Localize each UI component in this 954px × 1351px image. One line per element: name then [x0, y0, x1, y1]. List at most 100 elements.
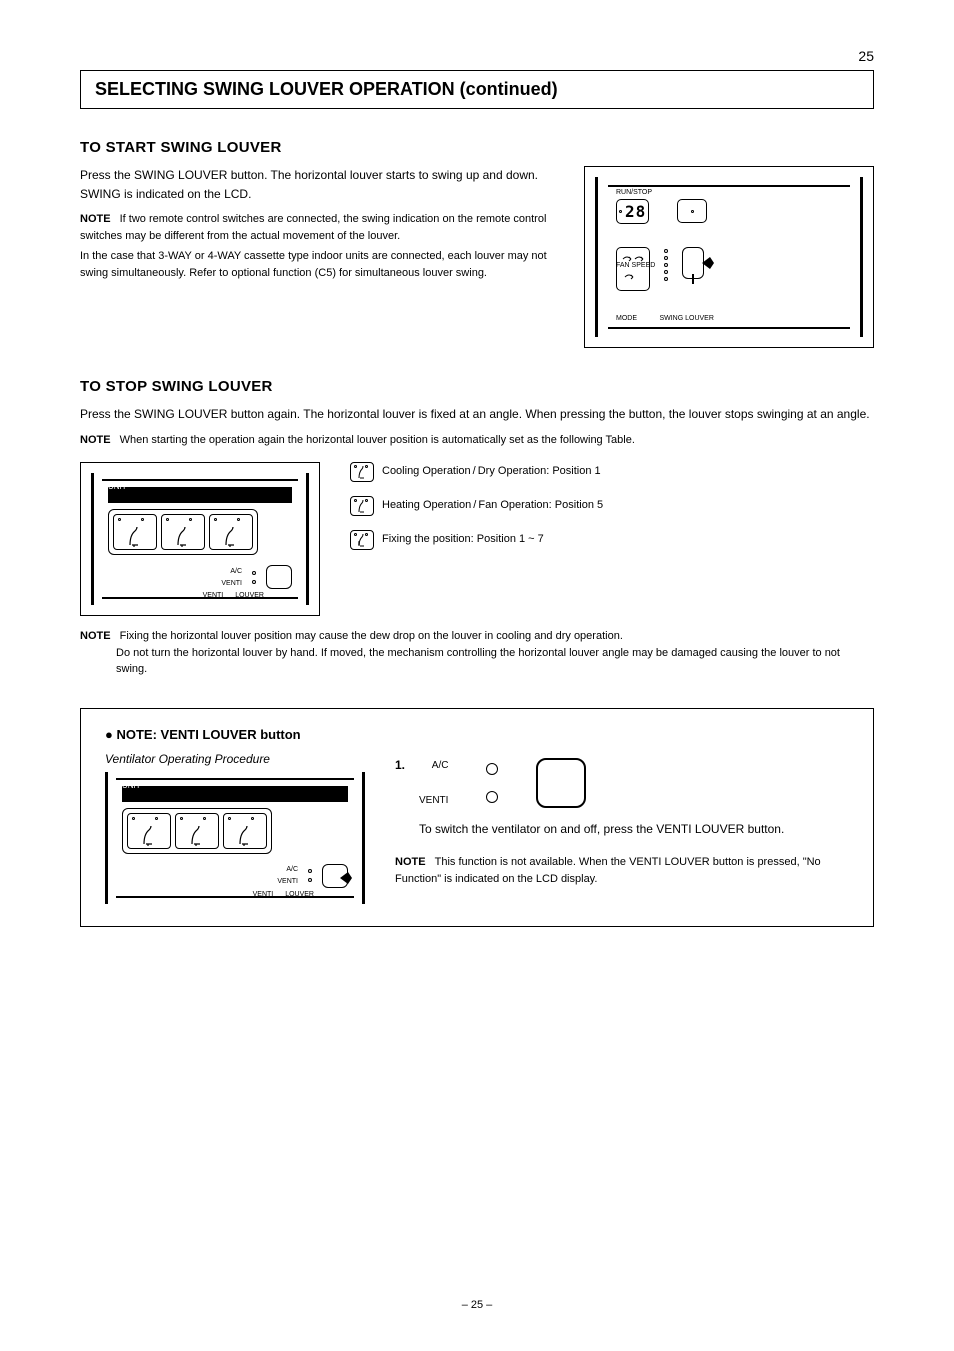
venti-note1-text: This function is not available. When the…: [395, 856, 821, 885]
stop-swing-note-1: When starting the operation again the ho…: [120, 434, 635, 446]
start-swing-note: NOTE If two remote control switches are …: [80, 211, 560, 244]
louver-body-icon: [186, 824, 208, 846]
led-ring-icon: [486, 763, 498, 775]
legend-label: Dry Operation: [478, 465, 546, 477]
led-label-venti: VENTI: [419, 795, 448, 806]
stop-swing-note2: NOTE Fixing the horizontal louver positi…: [80, 628, 874, 645]
start-swing-note-2: In the case that 3-WAY or 4-WAY cassette…: [80, 248, 560, 281]
fig-c-venti-label: VENTI: [253, 891, 274, 898]
louver-pos-button[interactable]: [223, 813, 267, 849]
section-start-swing: TO START SWING LOUVER Press the SWING LO…: [80, 139, 874, 348]
legend-row: Heating Operation/Fan Operation: Positio…: [350, 496, 874, 516]
unit-bar: UNIT: [108, 487, 292, 503]
legend-row: Fixing the position: Position 1 ~ 7: [350, 530, 874, 550]
venti-louver-button[interactable]: [266, 565, 292, 589]
note-label: NOTE: [395, 856, 426, 868]
note-label: NOTE: [80, 213, 111, 225]
led-label-venti: VENTI: [277, 878, 298, 885]
louver-pos-button[interactable]: [209, 514, 253, 550]
figure-start-swing: RUN/STOP 28: [584, 166, 874, 348]
louver-body-icon: [234, 824, 256, 846]
led-icon: [664, 263, 668, 267]
legend-range: Position 1 ~ 7: [477, 533, 544, 545]
louver-pos-button[interactable]: [175, 813, 219, 849]
stop-swing-note: NOTE When starting the operation again t…: [80, 432, 874, 449]
start-swing-note-1: If two remote control switches are conne…: [80, 213, 546, 242]
louver-mini-icon: [350, 496, 374, 516]
louver-body-icon: [124, 525, 146, 547]
louver-body-icon: [138, 824, 160, 846]
unit-bar: UNIT: [122, 786, 348, 802]
fig-a-fan-label: FAN SPEED: [616, 262, 655, 269]
venti-note-title: ● NOTE: VENTI LOUVER button: [105, 727, 849, 742]
readout-temp-value: 28: [625, 202, 646, 221]
led-icon: [691, 210, 694, 213]
led-icon: [619, 210, 622, 213]
legend-label: Cooling Operation: [382, 465, 471, 477]
louver-position-legend: Cooling Operation/Dry Operation: Positio…: [350, 462, 874, 564]
venti-note1: NOTE This function is not available. Whe…: [395, 854, 849, 887]
venti-note-box: ● NOTE: VENTI LOUVER button Ventilator O…: [80, 708, 874, 927]
press-arrow-icon: [700, 253, 726, 280]
venti-step-1: 1. A/C VENTI To switch the ventilato: [395, 758, 849, 839]
led-icon: [308, 878, 312, 882]
fan-low-icon: [621, 270, 645, 288]
louver-pos-button[interactable]: [113, 514, 157, 550]
led-ring-icon: [486, 791, 498, 803]
led-icon: [664, 270, 668, 274]
led-icon: [252, 580, 256, 584]
press-arrow-icon: [338, 868, 364, 895]
note-label: NOTE: [80, 434, 111, 446]
venti-subheading: Ventilator Operating Procedure: [105, 752, 365, 766]
louver-button-row: [108, 509, 258, 555]
stop-swing-note2-l2: Do not turn the horizontal louver by han…: [116, 645, 874, 678]
readout-temp: 28: [616, 199, 649, 224]
page-number-top: 25: [858, 48, 874, 64]
step-number: 1.: [395, 758, 409, 839]
stop-swing-note2-l1: Fixing the horizontal louver position ma…: [120, 630, 623, 642]
legend-label: Fixing the position: [382, 533, 471, 545]
fig-a-mode-label: MODE: [616, 315, 637, 322]
louver-button-row: [122, 808, 272, 854]
led-icon: [664, 249, 668, 253]
led-icon: [308, 869, 312, 873]
louver-mini-icon: [350, 530, 374, 550]
title-bar: SELECTING SWING LOUVER OPERATION (contin…: [80, 70, 874, 109]
louver-pos-button[interactable]: [161, 514, 205, 550]
fig-a-runstop-label: RUN/STOP: [616, 189, 652, 196]
louver-body-icon: [220, 525, 242, 547]
led-label-ac: A/C: [286, 866, 298, 873]
note-label: NOTE: [80, 630, 111, 642]
fig-c-louver-label: LOUVER: [285, 891, 314, 898]
legend-range: Position 5: [555, 499, 603, 511]
legend-label: Heating Operation: [382, 499, 471, 511]
fig-b-louver-label: LOUVER: [235, 592, 264, 599]
louver-pos-button[interactable]: [127, 813, 171, 849]
stop-swing-body-lead: Press the SWING LOUVER button again. The…: [80, 405, 874, 424]
led-label-ac: A/C: [432, 760, 449, 771]
page-footer: – 25 –: [0, 1299, 954, 1311]
led-icon: [664, 256, 668, 260]
led-icon: [664, 277, 668, 281]
legend-row: Cooling Operation/Dry Operation: Positio…: [350, 462, 874, 482]
louver-mini-icon: [350, 462, 374, 482]
louver-body-icon: [172, 525, 194, 547]
figure-stop-swing: UNIT: [80, 462, 320, 616]
page-title: SELECTING SWING LOUVER OPERATION (contin…: [95, 79, 558, 99]
legend-label: Fan Operation: [478, 499, 548, 511]
start-swing-body: Press the SWING LOUVER button. The horiz…: [80, 166, 560, 203]
legend-range: Position 1: [552, 465, 600, 477]
figure-venti: UNIT: [105, 772, 365, 904]
led-label-ac: A/C: [230, 568, 242, 575]
led-label-venti: VENTI: [221, 580, 242, 587]
venti-louver-big-button[interactable]: [536, 758, 586, 808]
venti-step1-text: To switch the ventilator on and off, pre…: [419, 820, 849, 839]
led-icon: [252, 571, 256, 575]
section-stop-swing: TO STOP SWING LOUVER Press the SWING LOU…: [80, 378, 874, 678]
start-swing-heading: TO START SWING LOUVER: [80, 139, 874, 156]
led-column: [664, 249, 668, 281]
fig-a-swing-label: SWING LOUVER: [659, 315, 713, 322]
fan-speed-button[interactable]: [616, 247, 650, 291]
readout-blank: [677, 199, 707, 223]
stop-swing-heading: TO STOP SWING LOUVER: [80, 378, 874, 395]
